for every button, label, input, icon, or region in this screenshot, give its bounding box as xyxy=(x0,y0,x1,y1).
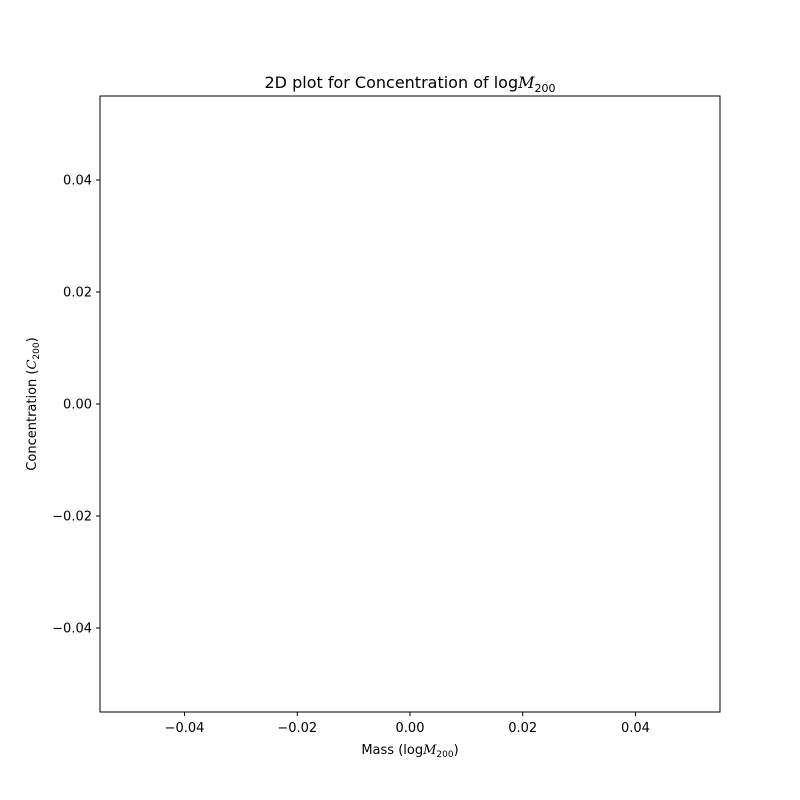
chart-title-subscript: 200 xyxy=(534,82,555,95)
chart-title-prefix: 2D plot for Concentration of log xyxy=(265,73,519,92)
x-tick-label: −0.04 xyxy=(165,721,205,736)
x-axis-label-prefix: Mass (log xyxy=(361,743,423,758)
y-axis-label: Concentration (C200) xyxy=(25,337,42,470)
y-axis-label-prefix: Concentration ( xyxy=(25,370,40,471)
x-axis-label: Mass (logM200) xyxy=(361,743,458,760)
y-tick-label: 0.04 xyxy=(63,174,92,189)
chart-title-symbol: M xyxy=(517,73,535,92)
x-axis-label-symbol: M xyxy=(422,743,437,758)
x-tick-label: −0.02 xyxy=(277,721,317,736)
plot-area xyxy=(99,95,721,713)
y-tick-label: 0.00 xyxy=(63,398,92,413)
y-axis-label-subscript: 200 xyxy=(32,342,42,359)
x-axis-ticks: −0.04 −0.02 0.00 0.02 0.04 xyxy=(165,712,650,736)
y-tick-label: 0.02 xyxy=(63,286,92,301)
x-tick-label: 0.02 xyxy=(508,721,537,736)
axes-background xyxy=(100,96,720,712)
x-axis-label-suffix: ) xyxy=(454,743,459,758)
x-tick-label: 0.04 xyxy=(621,721,650,736)
y-tick-label: −0.02 xyxy=(52,510,92,525)
x-tick-label: 0.00 xyxy=(396,721,425,736)
chart-title: 2D plot for Concentration of logM200 xyxy=(265,73,556,95)
y-axis-ticks: −0.04 −0.02 0.00 0.02 0.04 xyxy=(52,174,100,637)
y-tick-label: −0.04 xyxy=(52,622,92,637)
y-axis-label-suffix: ) xyxy=(25,337,40,342)
x-axis-label-subscript: 200 xyxy=(436,750,453,760)
y-axis-label-symbol: C xyxy=(25,360,40,370)
